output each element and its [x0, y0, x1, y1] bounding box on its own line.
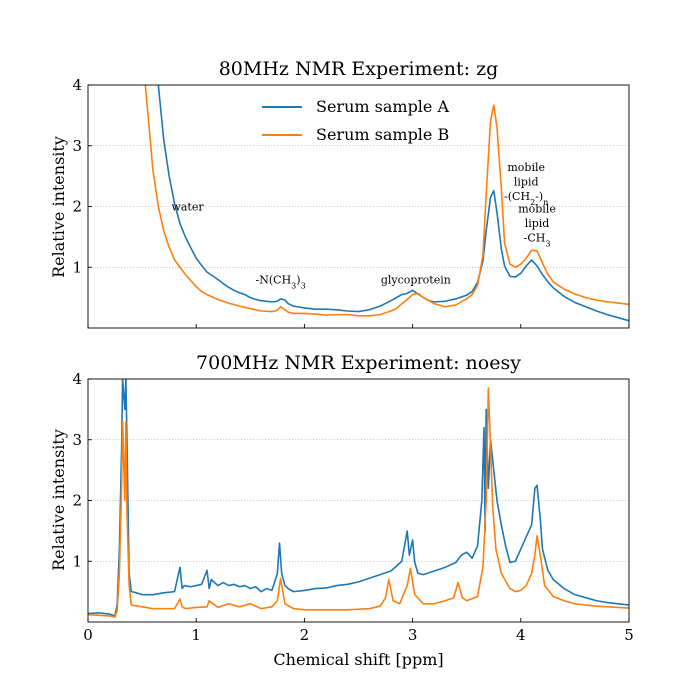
legend-label-sample-a: Serum sample A	[316, 97, 449, 116]
top-chart-annotation-4: lipid	[525, 217, 550, 230]
bottom-chart-xtick-label: 4	[516, 626, 526, 644]
top-chart-series-sample-a-line	[157, 85, 629, 322]
legend-label-sample-b: Serum sample B	[316, 125, 449, 144]
bottom-chart-ylabel: Relative intensity	[49, 429, 68, 571]
top-chart-annotation-4: mobile	[518, 202, 556, 215]
top-chart-ylabel: Relative intensity	[49, 136, 68, 278]
chart-legend: Serum sample A Serum sample B	[262, 97, 449, 144]
bottom-chart-title: 700MHz NMR Experiment: noesy	[196, 352, 521, 374]
bottom-chart-ytick-label: 3	[72, 431, 82, 449]
bottom-chart-xtick-label: 5	[624, 626, 634, 644]
bottom-chart-xtick-label: 2	[300, 626, 310, 644]
top-chart-series-sample-b-line	[144, 85, 629, 317]
top-chart-annotation-0: water	[171, 201, 204, 214]
bottom-chart-xlabel: Chemical shift [ppm]	[273, 650, 443, 669]
top-chart-gridlines	[88, 145, 629, 268]
top-chart-ytick-label: 3	[72, 137, 82, 155]
bottom-chart-ytick-label: 1	[72, 552, 82, 570]
bottom-chart-ticks: 1 2 3 4 0 1 2 3 4 5	[72, 370, 633, 644]
bottom-chart-ytick-label: 4	[72, 370, 82, 388]
top-chart-ytick-label: 2	[72, 198, 82, 216]
bottom-chart-gridlines	[88, 439, 629, 562]
bottom-chart-700mhz: 700MHz NMR Experiment: noesy Relative in…	[49, 352, 634, 669]
top-chart-annotation-3: mobile	[507, 161, 545, 174]
top-chart-annotation-4: -CH3	[524, 231, 551, 248]
bottom-chart-ytick-label: 2	[72, 492, 82, 510]
bottom-chart-series-sample-b-line	[88, 387, 629, 618]
top-chart-80mhz: 80MHz NMR Experiment: zg Relative intens…	[49, 58, 630, 329]
top-chart-annotation-3: -(CH2-)n	[504, 190, 548, 207]
bottom-chart-xtick-label: 3	[408, 626, 418, 644]
top-chart-curves	[144, 85, 629, 322]
top-chart-ytick-label: 1	[72, 258, 82, 276]
bottom-chart-xtick-label: 0	[83, 626, 93, 644]
top-chart-title: 80MHz NMR Experiment: zg	[219, 58, 499, 80]
bottom-chart-xtick-label: 1	[191, 626, 201, 644]
top-chart-ticks: 1 2 3 4	[72, 76, 630, 328]
bottom-chart-curves	[88, 379, 629, 618]
top-chart-annotation-1: -N(CH3)3	[256, 273, 306, 290]
bottom-chart-series-sample-a-line	[88, 379, 629, 617]
top-chart-ytick-label: 4	[72, 76, 82, 94]
top-chart-annotation-3: lipid	[514, 176, 539, 189]
top-chart-annotations: water-N(CH3)3 glycoproteinmobilelipid-(CH…	[171, 161, 555, 290]
top-chart-annotation-2: glycoprotein	[381, 273, 451, 286]
